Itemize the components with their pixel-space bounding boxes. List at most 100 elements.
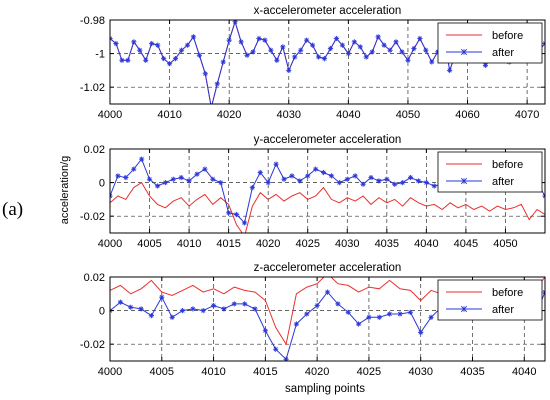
legend-label-before: before <box>492 159 523 171</box>
x-tick-label: 4035 <box>460 366 484 378</box>
x-tick-label: 4050 <box>396 109 420 121</box>
data-point <box>324 289 331 295</box>
data-point <box>244 52 250 58</box>
data-point <box>368 174 374 181</box>
data-point <box>179 308 186 314</box>
y-tick-label: -1 <box>95 49 105 61</box>
data-point <box>304 37 310 43</box>
data-point <box>417 35 423 42</box>
axes-frame <box>109 276 546 362</box>
data-point <box>407 309 413 315</box>
panel-label: (a) <box>2 199 23 220</box>
x-tick-label: 4040 <box>512 366 536 378</box>
legend-label-after: after <box>492 176 514 188</box>
data-point <box>298 47 304 53</box>
x-tick-label: 4030 <box>408 366 432 378</box>
legend-label-after: after <box>492 304 514 316</box>
subplot-y-accelerometer: y-accelerometer acceleration 4000 4005 4010… <box>80 134 546 250</box>
data-point <box>169 314 175 320</box>
x-tick-label: 4010 <box>157 109 181 121</box>
data-point <box>221 306 227 312</box>
data-point <box>351 39 357 45</box>
x-tick-label: 4020 <box>217 109 241 121</box>
data-point <box>202 71 208 77</box>
y-tick-label: 0 <box>99 178 105 190</box>
data-point <box>128 304 134 310</box>
data-point <box>214 81 220 87</box>
data-point <box>115 173 121 179</box>
x-tick-label: 4005 <box>137 238 161 250</box>
x-tick-label: 4015 <box>216 238 240 250</box>
data-point <box>304 311 310 317</box>
data-point <box>286 67 292 73</box>
data-point <box>335 301 341 307</box>
y-axis-label: acceleration/g <box>59 156 71 225</box>
data-point <box>292 54 298 60</box>
subplot-z-accelerometer: z-accelerometer acceleration 4000 4005 4010… <box>80 262 546 378</box>
data-point <box>148 313 155 319</box>
series-line-before <box>110 181 545 233</box>
axes-frame <box>109 19 546 105</box>
data-point <box>159 294 165 300</box>
x-tick-label: 4020 <box>256 238 280 250</box>
data-point <box>190 34 197 40</box>
x-tick-label: 4010 <box>201 366 225 378</box>
data-point <box>313 166 319 172</box>
data-point <box>355 321 362 327</box>
axes-frame <box>109 148 546 234</box>
data-point <box>226 37 232 43</box>
data-point <box>119 57 125 63</box>
data-point <box>363 54 369 60</box>
data-point <box>137 47 143 53</box>
data-point <box>231 301 237 307</box>
x-tick-label: 4050 <box>493 238 517 250</box>
x-tick-label: 4015 <box>253 366 277 378</box>
legend-label-after: after <box>492 47 514 59</box>
y-tick-label: 0.02 <box>84 272 105 284</box>
data-point <box>314 302 320 309</box>
x-tick-label: 4030 <box>335 238 359 250</box>
data-point <box>381 42 387 48</box>
data-point <box>542 40 545 47</box>
data-point <box>178 47 185 53</box>
data-point <box>273 161 279 167</box>
data-point <box>250 49 256 55</box>
data-point <box>210 176 216 182</box>
x-tick-label: 4000 <box>98 366 122 378</box>
data-point <box>226 210 232 216</box>
data-point <box>392 181 398 187</box>
data-point <box>393 39 399 45</box>
chart-title: y-accelerometer acceleration <box>254 134 402 146</box>
data-point <box>415 178 422 184</box>
data-point <box>320 169 327 176</box>
data-point <box>200 308 206 314</box>
data-point <box>482 62 489 68</box>
x-tick-label: 4035 <box>375 238 399 250</box>
data-point <box>139 156 145 162</box>
x-tick-label: 4040 <box>336 109 360 121</box>
data-point <box>131 39 137 45</box>
data-point <box>431 183 437 189</box>
data-point <box>172 56 179 62</box>
data-point <box>117 299 123 305</box>
data-point <box>210 302 217 309</box>
data-point <box>310 42 316 48</box>
y-tick-label: -0.02 <box>80 339 105 351</box>
data-point <box>252 306 258 312</box>
data-point <box>423 180 429 186</box>
x-tick-label: 4025 <box>295 238 319 250</box>
data-point <box>242 301 248 307</box>
data-point <box>155 42 161 48</box>
x-tick-label: 4070 <box>515 109 539 121</box>
legend-label-before: before <box>492 30 523 42</box>
subplot-x-accelerometer: x-accelerometer acceleration 4000 4010 4020… <box>80 5 546 121</box>
x-axis-label: sampling points <box>285 383 365 395</box>
x-tick-label: 4060 <box>455 109 479 121</box>
data-point <box>125 57 131 63</box>
data-point <box>113 40 119 47</box>
data-point <box>262 37 268 43</box>
legend: before after <box>437 279 543 321</box>
data-point <box>268 47 274 53</box>
data-point <box>190 306 196 312</box>
data-point <box>166 61 173 67</box>
